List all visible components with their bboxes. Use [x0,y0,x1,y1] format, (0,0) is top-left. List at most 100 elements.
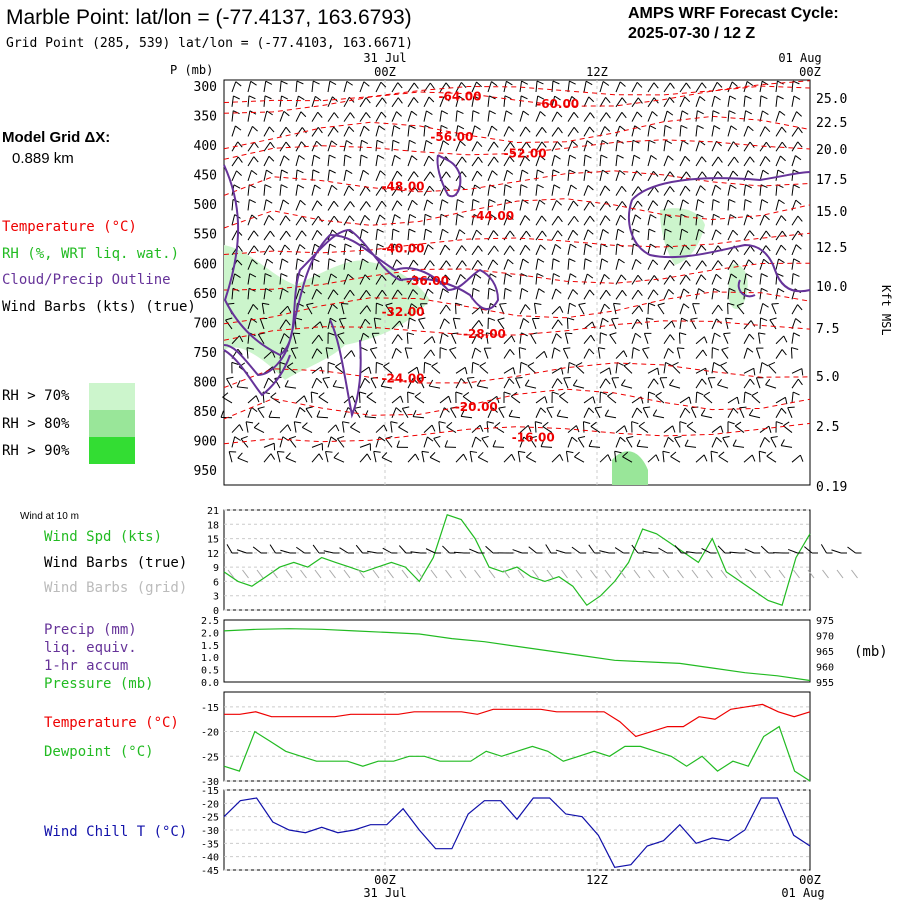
wind-barb-flag [744,95,752,100]
wind-barb [245,421,249,433]
wind-barb-flag [712,347,720,351]
wind-barb-flag [734,421,742,427]
wind-barb [655,395,665,404]
wind-barb [686,425,697,433]
wind-barb-flag [795,318,802,324]
wind-barb [503,335,513,345]
wind-barb [725,318,729,330]
wind-barb-flag [381,111,387,118]
wind-barb [597,347,601,359]
wind-barb-flag [460,274,466,280]
wind-barb-flag [590,421,597,427]
wind-barb-flag [557,319,563,326]
wind-barb-flag [713,362,721,367]
wind-speed-tick-label: 21 [207,506,219,517]
wind-barb [615,436,621,448]
wind-barb-flag [346,140,353,145]
wind-barb [722,437,729,448]
wind-barb-flag [270,392,277,398]
wind-barb-flag [605,289,611,297]
wind-barb [551,230,559,241]
wind-barb-flag [781,126,787,133]
wind-barb-flag [795,244,802,250]
surface-wind-barb [528,546,537,554]
wind-barb-flag [674,436,682,439]
wind-barb [398,426,409,434]
wind-barb-flag [333,126,339,133]
wind-barb-flag [534,302,542,306]
wind-barb-flag [653,378,659,385]
wind-barb-flag [699,96,706,102]
wind-barb-flag [409,139,416,144]
wind-barb [775,335,785,345]
wind-barb [519,155,526,167]
wind-barb [311,289,317,300]
wind-barb [439,244,446,256]
wind-barb [594,407,601,418]
grid-wind-barb [416,569,423,579]
wind-barb-flag [508,378,515,385]
grid-wind-barb [387,569,394,579]
wind-barb-flag [347,273,354,280]
wind-barb [663,229,666,241]
wind-barb-flag [509,349,515,356]
wind-barb [237,386,249,389]
wind-barb [311,334,320,345]
wind-barb [263,156,270,167]
wind-barb [775,244,782,256]
wind-barb [383,366,393,374]
wind-barb-flag [568,258,576,263]
wind-barb-flag [700,185,706,191]
wind-speed-tick-label: 12 [207,549,219,560]
wind-barb [775,81,778,93]
wind-barb-flag [672,362,679,367]
wind-barb-flag [681,317,689,322]
wind-barb [311,230,318,241]
wind-barb [407,453,416,463]
wind-barb [295,258,298,270]
wind-barb-flag [342,421,350,424]
wind-barb-flag [376,361,384,366]
wind-barb-flag [252,125,258,132]
isotherm-line [223,422,811,445]
wind-barb-flag [366,453,372,461]
wind-barb-flag [252,304,259,310]
precip-tick-label: 2.0 [201,628,219,639]
wind-barb [237,457,249,463]
wind-barb [450,333,457,344]
wind-barb-flag [318,334,324,342]
wind-barb [583,321,593,330]
wind-barb-flag [400,395,404,403]
altitude-tick-label: 20.0 [816,143,847,158]
windchill-tick-label: -25 [201,813,219,824]
wind-barb [311,215,319,226]
grid-wind-barb [749,569,757,579]
wind-barb-flag [430,349,436,357]
wind-barb [350,426,361,434]
wind-barb [391,97,399,108]
wind-barb-flag [233,110,240,115]
wind-barb-flag [509,156,515,163]
wind-barb-flag [655,454,660,462]
wind-barb-flag [553,184,561,189]
wind-barb [231,170,237,182]
wind-barb [695,125,698,137]
wind-barb-flag [335,424,340,432]
wind-barb [439,304,447,315]
wind-barb-flag [349,215,355,222]
wind-barb-flag [479,425,484,432]
wind-barb-flag [512,367,516,375]
wind-barb-flag [251,259,258,265]
wind-barb-flag [489,110,496,115]
wind-barb-flag [460,409,465,417]
wind-barb-flag [712,110,720,114]
wind-barb-flag [329,169,336,174]
wind-barb-flag [745,273,753,278]
wind-barb-flag [648,302,656,307]
wind-barb [759,317,762,329]
grid-wind-barb [474,569,481,579]
wind-barb-flag [453,317,461,320]
wind-barb [375,81,382,93]
pressure-unit-label: (mb) [854,644,888,660]
upper-wind-barbs [220,80,804,463]
